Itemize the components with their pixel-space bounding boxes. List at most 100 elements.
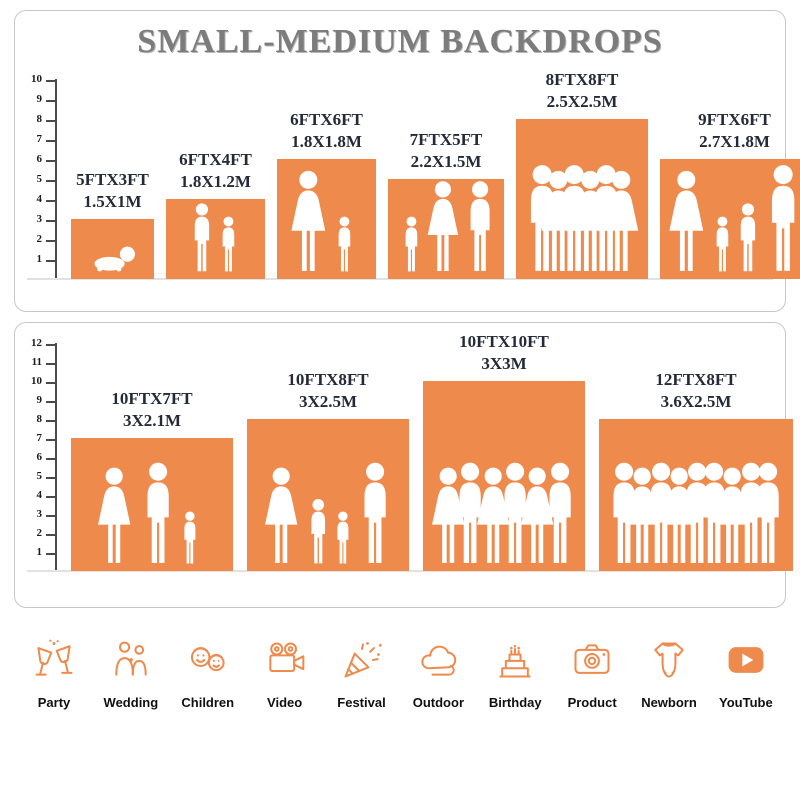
category-item-video: Video [249,638,321,710]
backdrop-item: 6FTX6FT 1.8X1.8M [277,109,376,279]
backdrop-rect [388,179,504,279]
person-silhouette [401,214,422,277]
page: SMALL-MEDIUM BACKDROPS 1 2 3 4 5 6 7 8 9 10 5FTX3F… [0,10,800,710]
category-label: YouTube [719,695,773,710]
outdoor-icon [416,638,460,687]
category-row: Party Wedding Children Video Festival Outdoor… [18,638,782,710]
category-label: Children [181,695,235,710]
ruler-tick-number: 6 [36,153,43,165]
birthday-icon [493,638,537,687]
backdrop-size-label: 12FTX8FT [655,369,737,389]
person-silhouette [259,463,303,569]
backdrop-item: 9FTX6FT 2.7X1.8M [660,109,800,279]
backdrop-size-label: 5FTX3FT [76,169,149,189]
size-chart-bottom: 1 2 3 4 5 6 7 8 9 10 11 12 10FTX7FT 3X2.1M 10FTX8FT 3X2… [25,329,793,601]
category-item-newborn: Newborn [633,638,705,710]
backdrop-metric-label: 3X2.1M [122,410,182,430]
backdrop-metric-label: 1.8X1.8M [291,131,362,151]
ruler-tick-number: 7 [36,432,43,444]
person-silhouette [285,166,332,277]
product-icon [570,638,614,687]
ruler-tick-number: 11 [31,356,42,368]
backdrop-label: 12FTX8FT 3.6X2.5M [655,369,736,413]
person-silhouette [735,200,761,277]
person-silhouette [451,458,489,569]
person-silhouette [189,200,215,277]
backdrop-metric-label: 3.6X2.5M [660,391,732,411]
ruler-tick-number: 9 [36,394,43,406]
person-silhouette [333,509,353,569]
backdrop-label: 10FTX8FT 3X2.5M [287,369,368,413]
backdrop-label: 6FTX4FT 1.8X1.2M [179,149,252,193]
backdrop-size-label: 7FTX5FT [409,129,483,149]
size-chart-top: 1 2 3 4 5 6 7 8 9 10 5FTX3FT 1.5X1M 6FTX4FT 1.8X1.2M 6… [25,67,800,305]
person-silhouette [712,214,733,277]
festival-icon [340,638,384,687]
backdrop-item: 8FTX8FT 2.5X2.5M [516,69,648,279]
backdrop-rect [277,159,376,279]
category-label: Video [267,695,303,710]
backdrop-item: 10FTX7FT 3X2.1M [71,388,233,571]
ruler-tick-number: 6 [36,451,43,463]
person-silhouette [749,458,787,569]
backdrop-label: 9FTX6FT 2.7X1.8M [698,109,771,153]
backdrop-rect [71,219,154,279]
backdrop-label: 10FTX7FT 3X2.1M [111,388,192,432]
backdrop-rect [71,438,233,571]
person-silhouette [422,179,464,277]
page-title: SMALL-MEDIUM BACKDROPS [137,23,663,60]
ruler-tick-number: 4 [36,193,43,205]
person-silhouette [732,458,770,569]
backdrop-metric-label: 1.5X1M [83,191,142,211]
backdrop-item: 12FTX8FT 3.6X2.5M [599,369,793,571]
person-silhouette [218,214,239,277]
ruler-axis-line [55,79,57,279]
backdrop-row: 5FTX3FT 1.5X1M 6FTX4FT 1.8X1.2M 6FTX6FT 1.8X1… [71,69,800,279]
ruler-tick-number: 10 [31,73,42,85]
ruler-tick-number: 2 [36,527,43,539]
category-item-product: Product [556,638,628,710]
backdrop-rect [516,119,648,279]
ruler-tick-number: 8 [36,413,43,425]
backdrop-size-label: 10FTX8FT [287,369,369,389]
backdrop-size-label: 8FTX8FT [545,69,619,89]
ruler-tick-number: 5 [36,173,43,185]
ruler-tick-number: 7 [36,133,43,145]
person-silhouette [605,458,643,569]
ruler-tick-number: 3 [36,213,43,225]
person-silhouette [598,166,645,277]
backdrop-size-label: 6FTX6FT [290,109,363,129]
backdrop-rect [599,419,793,571]
person-silhouette [642,458,680,569]
category-item-youtube: YouTube [710,638,782,710]
category-item-outdoor: Outdoor [402,638,474,710]
person-silhouette [334,214,355,277]
person-silhouette [426,463,470,569]
person-silhouette [678,458,716,569]
backdrop-metric-label: 2.5X2.5M [546,91,618,111]
backdrop-size-label: 10FTX7FT [111,388,193,408]
backdrop-label: 5FTX3FT 1.5X1M [76,169,149,213]
backdrop-size-label: 10FTX10FT [459,331,549,351]
person-silhouette [180,509,200,569]
backdrop-item: 5FTX3FT 1.5X1M [71,169,154,279]
backdrop-item: 7FTX5FT 2.2X1.5M [388,129,504,279]
person-silhouette [663,166,710,277]
person-silhouette [463,179,497,277]
backdrop-rect [423,381,585,571]
ruler-tick-number: 4 [36,489,43,501]
backdrop-metric-label: 2.7X1.8M [699,131,770,151]
panel-small-medium: SMALL-MEDIUM BACKDROPS 1 2 3 4 5 6 7 8 9 10 5FTX3F… [14,10,800,312]
ruler-tick-number: 10 [31,375,42,387]
person-silhouette [306,496,331,569]
wedding-icon [109,638,153,687]
person-silhouette [139,458,177,569]
person-silhouette [763,160,800,277]
category-label: Party [37,695,71,710]
backdrop-label: 7FTX5FT 2.2X1.5M [410,129,483,173]
ruler-tick-number: 3 [36,508,43,520]
category-label: Birthday [488,695,542,710]
person-silhouette [515,463,559,569]
backdrop-metric-label: 3X3M [481,353,527,373]
person-silhouette [541,458,579,569]
